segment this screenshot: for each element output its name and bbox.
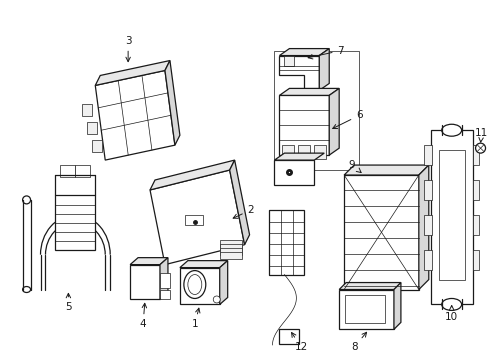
Bar — [219, 240, 241, 247]
Text: 9: 9 — [348, 160, 360, 172]
Ellipse shape — [22, 287, 30, 292]
Bar — [282, 145, 294, 159]
Bar — [61, 165, 75, 177]
Polygon shape — [279, 55, 319, 90]
Bar — [82, 104, 92, 116]
Bar — [423, 250, 431, 270]
Ellipse shape — [475, 143, 485, 153]
Bar — [274, 50, 358, 170]
Bar — [184, 215, 203, 225]
Bar — [160, 273, 170, 288]
Polygon shape — [130, 258, 167, 265]
Bar — [219, 244, 241, 251]
Bar — [75, 165, 90, 177]
Text: 7: 7 — [307, 46, 344, 59]
Bar — [284, 55, 294, 66]
Bar — [92, 140, 102, 152]
Text: 1: 1 — [191, 308, 200, 329]
Polygon shape — [344, 165, 428, 175]
Polygon shape — [95, 60, 170, 85]
Ellipse shape — [22, 196, 30, 204]
Polygon shape — [164, 60, 180, 145]
Bar — [87, 122, 97, 134]
Text: 3: 3 — [124, 36, 131, 62]
Polygon shape — [160, 258, 167, 300]
Ellipse shape — [183, 271, 205, 298]
Polygon shape — [150, 160, 234, 190]
Text: 4: 4 — [140, 303, 146, 329]
Bar — [314, 145, 325, 159]
Bar — [298, 145, 310, 159]
Polygon shape — [219, 261, 227, 305]
Polygon shape — [279, 49, 328, 55]
Polygon shape — [95, 71, 175, 160]
Bar — [344, 175, 418, 289]
Ellipse shape — [213, 296, 220, 303]
Ellipse shape — [441, 298, 461, 310]
Polygon shape — [274, 153, 324, 160]
Text: 2: 2 — [233, 205, 254, 218]
Polygon shape — [418, 165, 428, 289]
Polygon shape — [229, 160, 249, 245]
Bar — [471, 215, 478, 235]
Text: 11: 11 — [474, 128, 487, 142]
Bar — [345, 296, 384, 323]
Polygon shape — [339, 283, 400, 289]
Bar — [339, 289, 393, 329]
Bar — [430, 130, 471, 305]
Polygon shape — [393, 283, 400, 329]
Polygon shape — [130, 265, 160, 300]
Bar — [269, 210, 304, 275]
Bar — [160, 289, 170, 300]
Polygon shape — [279, 89, 339, 95]
Ellipse shape — [187, 275, 202, 294]
Bar — [55, 195, 95, 250]
Bar — [219, 252, 241, 258]
Text: 8: 8 — [350, 332, 366, 352]
Bar — [471, 180, 478, 200]
Bar — [279, 329, 299, 344]
Bar — [423, 180, 431, 200]
Bar — [219, 248, 241, 255]
Bar — [423, 145, 431, 165]
Polygon shape — [180, 267, 219, 305]
Bar — [471, 145, 478, 165]
Bar — [438, 150, 464, 280]
Text: 6: 6 — [332, 110, 362, 129]
Polygon shape — [319, 49, 328, 90]
Text: 5: 5 — [65, 293, 72, 312]
Polygon shape — [279, 95, 328, 155]
Bar — [471, 250, 478, 270]
Bar — [423, 215, 431, 235]
Polygon shape — [180, 261, 227, 267]
Polygon shape — [328, 89, 339, 155]
Polygon shape — [150, 170, 244, 265]
Text: 10: 10 — [444, 306, 457, 323]
Polygon shape — [274, 160, 314, 185]
Ellipse shape — [441, 124, 461, 136]
Text: 12: 12 — [291, 333, 307, 352]
